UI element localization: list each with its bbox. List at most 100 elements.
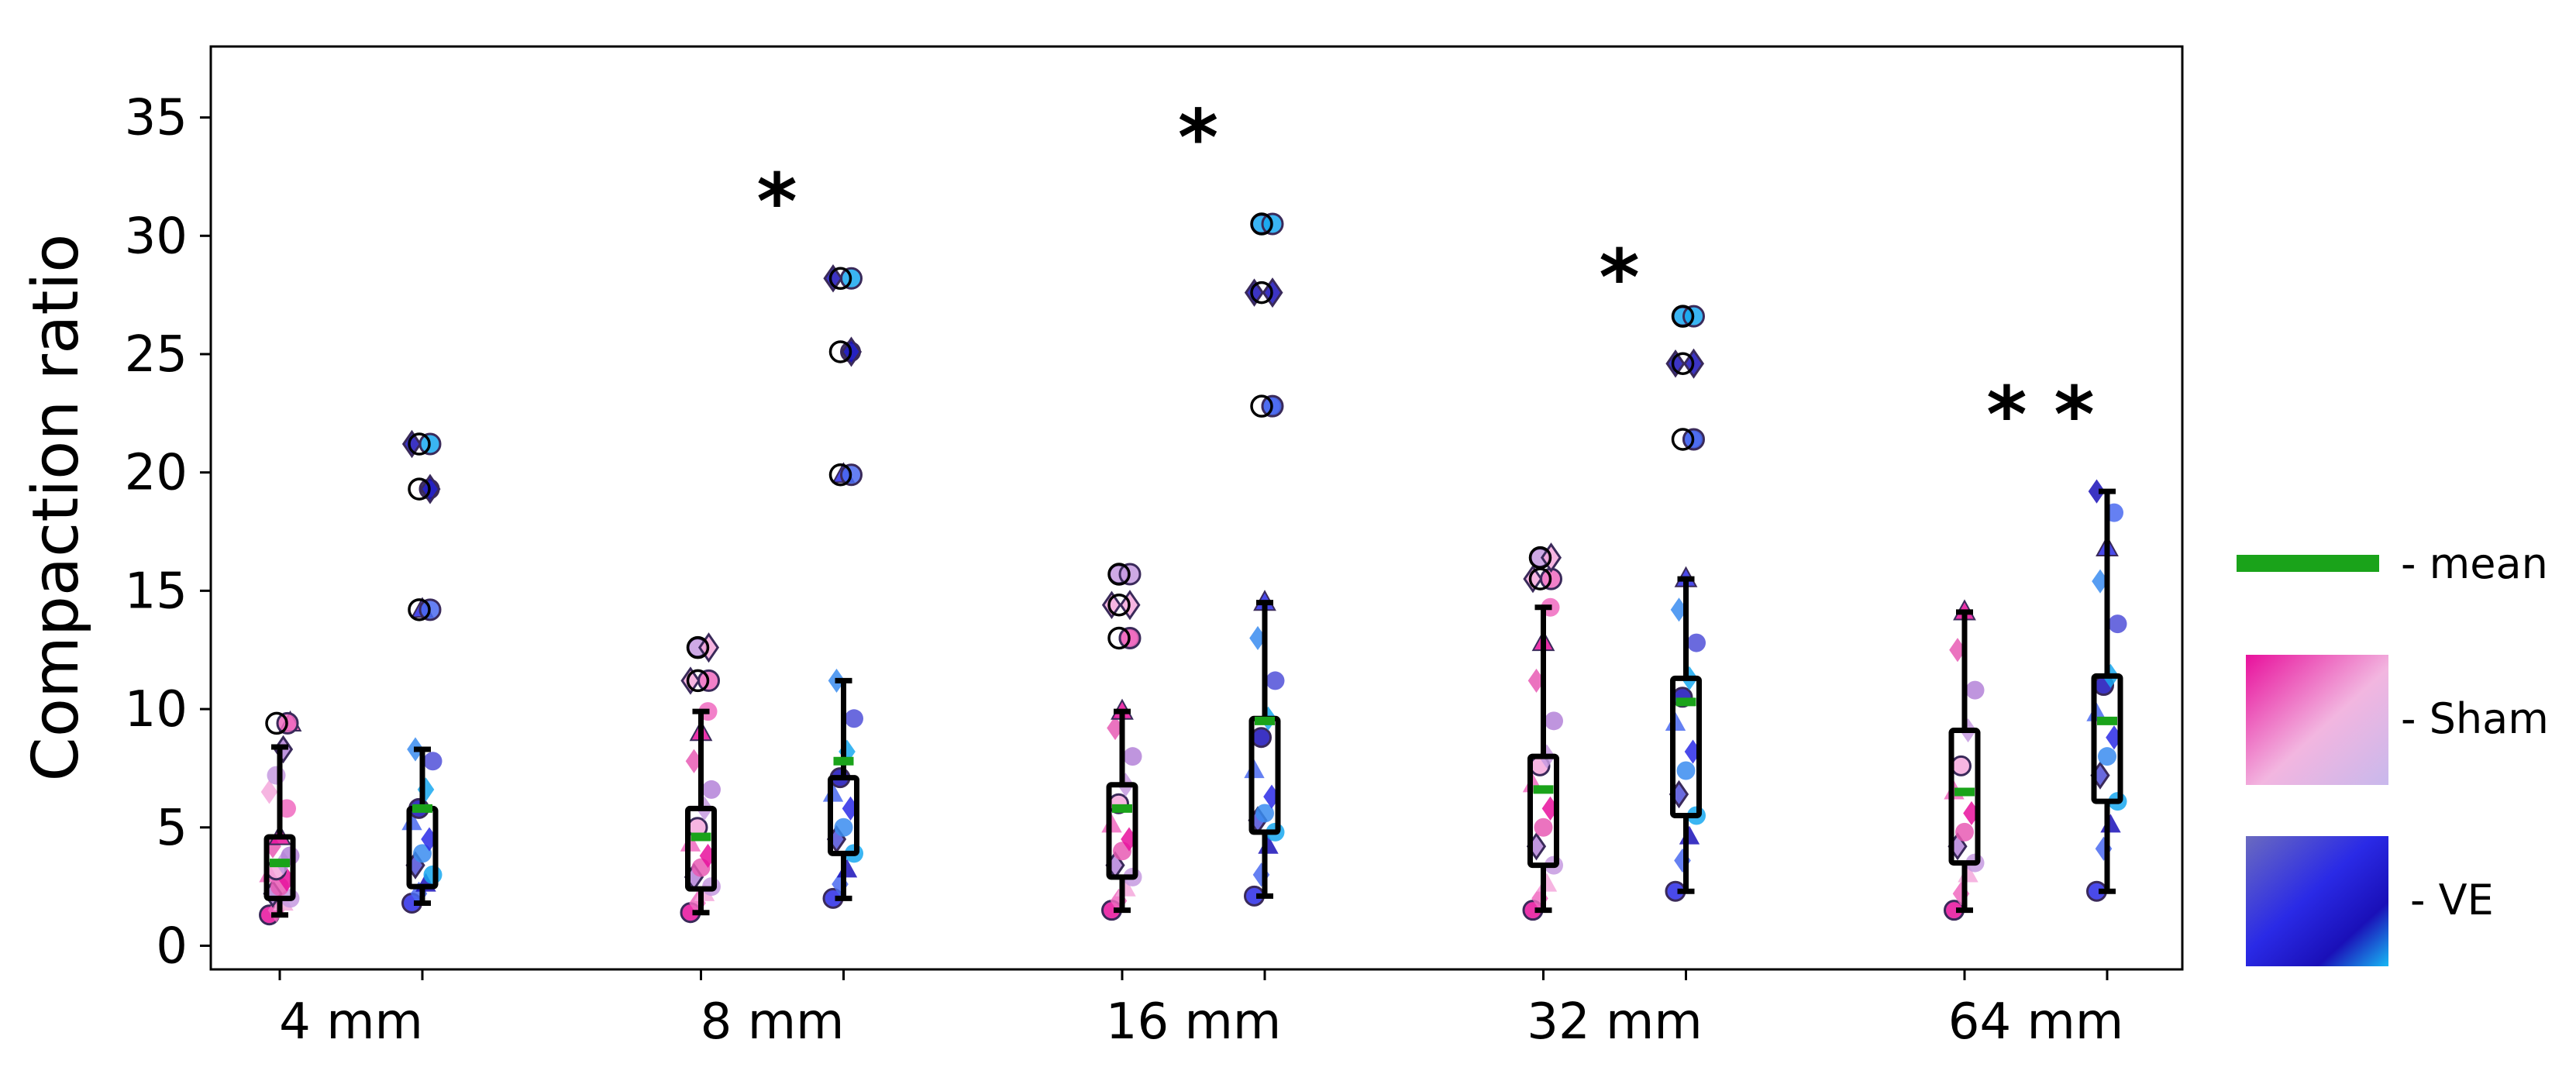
legend-mean-label: - mean	[2401, 539, 2548, 588]
box	[1948, 728, 1981, 866]
outlier-marker	[686, 669, 710, 693]
data-point	[845, 709, 863, 728]
outlier-marker	[686, 635, 710, 659]
outlier-marker	[1107, 593, 1131, 617]
data-point	[2088, 479, 2106, 504]
data-point	[1255, 804, 1274, 823]
x-tick-label: 32 mm	[1527, 993, 1702, 1051]
outlier-marker	[1671, 428, 1695, 451]
box	[685, 805, 717, 892]
box	[828, 775, 859, 856]
data-point	[1251, 727, 1272, 749]
data-point	[260, 780, 278, 804]
outlier-marker	[408, 598, 431, 621]
data-point	[2108, 614, 2127, 634]
outlier-marker	[1671, 352, 1695, 375]
x-axis: 4 mm 8 mm 16 mm 32 mm 64 mm	[278, 969, 2123, 1051]
legend-sham-swatch	[2246, 655, 2388, 785]
data-point	[2100, 814, 2121, 833]
data-point	[1949, 638, 1966, 663]
y-tick-label: 0	[156, 917, 188, 975]
data-point	[2098, 747, 2116, 766]
data-point	[1110, 888, 1128, 914]
outliers	[265, 212, 1705, 735]
data-point	[834, 818, 853, 837]
legend-mean-swatch	[2237, 555, 2379, 572]
data-point	[1123, 747, 1142, 766]
data-point	[1244, 278, 1265, 307]
outlier-marker	[1528, 546, 1552, 570]
significance-marker: *	[756, 157, 797, 247]
y-tick-label: 20	[125, 445, 188, 502]
legend-ve-label: - VE	[2410, 876, 2494, 924]
data-point	[1107, 715, 1124, 741]
data-point	[1249, 625, 1266, 651]
data-point	[1523, 564, 1543, 594]
y-axis: 0 5 10 15 20 25 30 35	[125, 90, 211, 975]
y-tick-label: 15	[125, 563, 188, 620]
data-point	[2092, 569, 2109, 594]
data-point	[1536, 873, 1558, 892]
data-point	[423, 752, 443, 771]
x-tick-label: 4 mm	[279, 993, 423, 1051]
data-point	[702, 780, 721, 799]
data-point	[823, 264, 843, 293]
outlier-marker	[1107, 563, 1131, 586]
data-point	[832, 872, 849, 897]
box	[2091, 673, 2123, 804]
outlier-marker	[1107, 626, 1131, 650]
data-point	[1670, 597, 1688, 622]
data-point	[1527, 668, 1545, 694]
data-point	[1266, 671, 1285, 690]
y-tick-label: 30	[125, 208, 188, 265]
box	[263, 834, 296, 901]
y-tick-label: 5	[156, 800, 188, 857]
data-point	[401, 429, 422, 459]
x-tick-label: 16 mm	[1106, 993, 1281, 1051]
y-axis-label: Compaction ratio	[19, 234, 93, 782]
y-tick-label: 25	[125, 326, 188, 384]
x-tick-label: 8 mm	[701, 993, 845, 1051]
data-point	[1665, 349, 1686, 378]
data-point	[1951, 755, 1972, 776]
data-point	[1676, 761, 1696, 780]
data-point	[680, 666, 701, 695]
significance-marker: * *	[1986, 370, 2094, 460]
data-point	[1101, 590, 1122, 619]
box	[1670, 675, 1702, 819]
x-tick-label: 64 mm	[1948, 993, 2123, 1051]
data-point	[1679, 825, 1700, 845]
significance-marker: *	[1599, 232, 1639, 323]
plot-frame	[209, 45, 2184, 971]
data-point	[278, 867, 295, 892]
outlier-marker	[408, 432, 431, 456]
data-point	[1687, 633, 1706, 652]
y-tick-label: 35	[125, 90, 188, 147]
data-point	[267, 766, 286, 785]
significance-marker: *	[1178, 93, 1218, 184]
box	[1106, 782, 1138, 880]
outlier-marker	[1671, 305, 1695, 328]
outlier-marker	[828, 267, 852, 291]
outlier-marker	[265, 711, 288, 735]
legend: - mean - Sham - VE	[2237, 539, 2549, 966]
data-point	[1545, 711, 1563, 731]
significance-markers: * * * * *	[756, 93, 2094, 460]
outlier-marker	[1250, 281, 1273, 305]
data-point	[685, 749, 703, 773]
outlier-marker	[1250, 212, 1273, 236]
box	[1527, 753, 1559, 869]
box-plots	[263, 488, 2123, 918]
outlier-marker	[828, 463, 852, 487]
data-points	[259, 213, 2127, 926]
y-tick-label: 10	[125, 681, 188, 738]
outlier-marker	[408, 477, 431, 501]
outlier-marker	[828, 340, 852, 363]
data-point	[1965, 680, 1985, 700]
data-point	[413, 844, 432, 863]
legend-sham-label: - Sham	[2401, 694, 2549, 743]
outlier-marker	[1250, 394, 1273, 418]
legend-ve-swatch	[2246, 836, 2388, 966]
data-point	[1955, 822, 1974, 842]
